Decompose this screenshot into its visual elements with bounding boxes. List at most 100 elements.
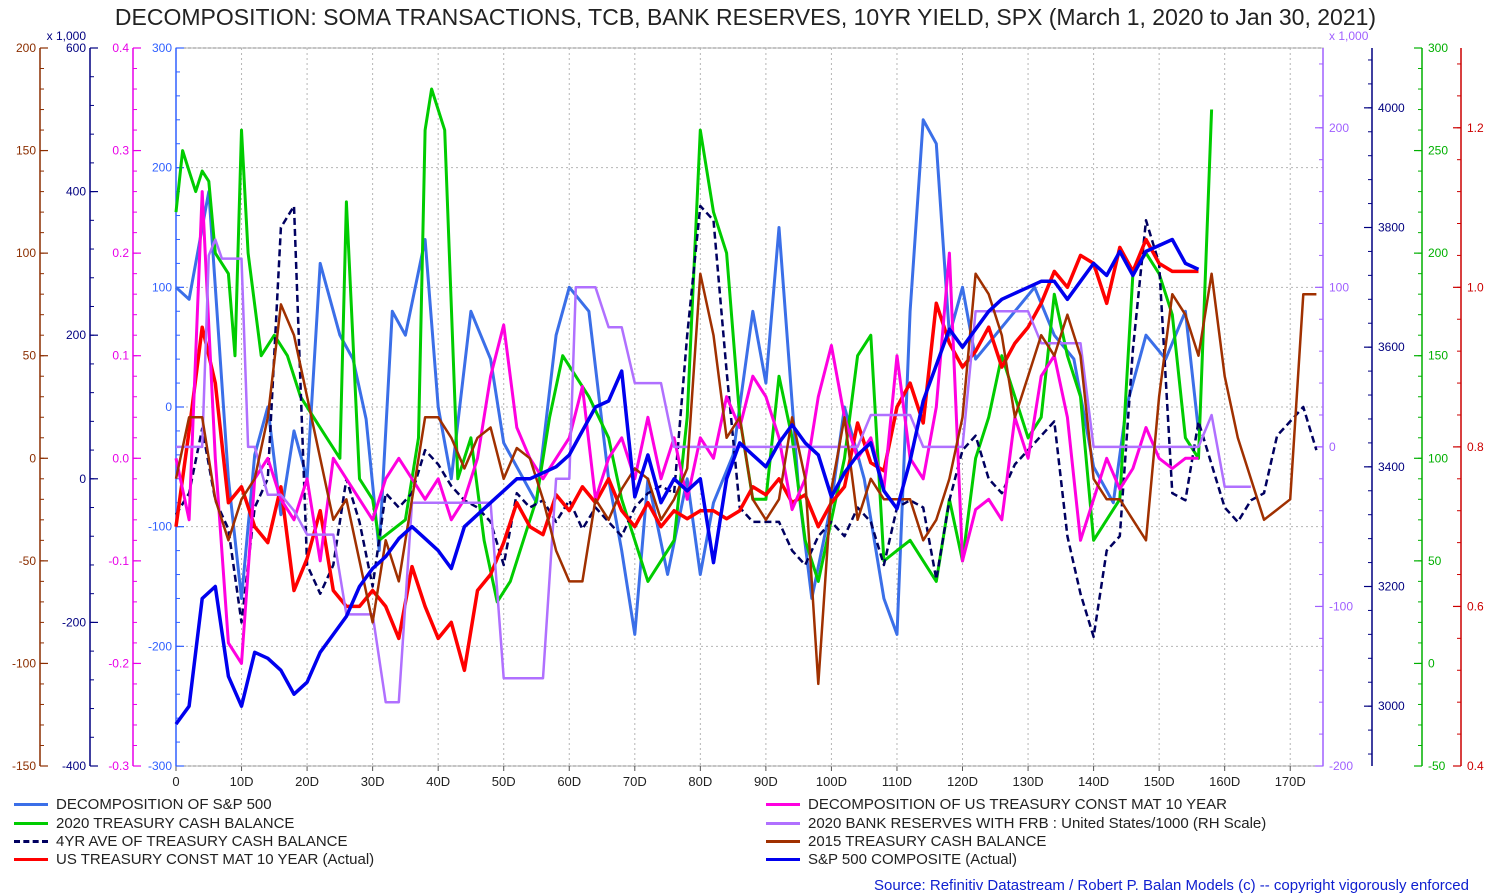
series-line (174, 272, 1317, 686)
axis-tick-label: 0 (29, 451, 36, 465)
source-note: Source: Refinitiv Datastream / Robert P.… (874, 877, 1469, 894)
axis-tick-label: 100 (1329, 280, 1349, 294)
x-tick-label: 70D (623, 774, 647, 789)
x-tick-label: 10D (230, 774, 254, 789)
legend-swatch (766, 840, 800, 843)
legend-swatch (14, 840, 48, 843)
axis-tick-label: 200 (66, 328, 86, 342)
axis-tick-label: 600 (66, 41, 86, 55)
x-tick-label: 60D (557, 774, 581, 789)
axis-tick-label: 0.6 (1467, 599, 1484, 613)
axis-tick-label: 1.0 (1467, 280, 1484, 294)
axis-tick-label: -400 (62, 759, 86, 773)
axis-tick-label: -150 (12, 759, 36, 773)
axis-tick-label: -200 (62, 615, 86, 629)
chart-plot: 0 10D 20D 30D 40D 50D 60D 70D 80D 90D 100D 110D 120D… (12, 29, 1484, 789)
legend-item: 2015 TREASURY CASH BALANCE (766, 833, 1046, 850)
axis-tick-label: 3000 (1378, 699, 1405, 713)
x-tick-label: 50D (492, 774, 516, 789)
axis-tick-label: -100 (148, 520, 172, 534)
axis-tick-label: 200 (1428, 246, 1448, 260)
axis-tick-label: -200 (1329, 759, 1353, 773)
x-tick-label: 100D (816, 774, 847, 789)
axis-tick-label: 0.4 (1467, 759, 1484, 773)
x-tick-label: 110D (882, 774, 912, 789)
x-tick-label: 150D (1144, 774, 1175, 789)
axis-tick-label: 50 (1428, 554, 1442, 568)
chart-title: DECOMPOSITION: SOMA TRANSACTIONS, TCB, B… (114, 4, 1377, 30)
x-tick-label: 170D (1275, 774, 1306, 789)
axis-tick-label: 0.8 (1467, 440, 1484, 454)
axis-tick-label: 3200 (1378, 580, 1405, 594)
legend-label: 4YR AVE OF TREASURY CASH BALANCE (56, 833, 348, 850)
x-tick-label: 120D (947, 774, 978, 789)
axis-tick-label: 150 (16, 144, 36, 158)
axis-tick-label: 150 (1428, 349, 1448, 363)
legend-label: S&P 500 COMPOSITE (Actual) (808, 851, 1017, 868)
axis-tick-label: 0.0 (112, 451, 129, 465)
x-tick-label: 0 (172, 774, 179, 789)
legend-swatch (14, 822, 48, 825)
axis-tick-label: -0.2 (108, 656, 129, 670)
axis-tick-label: 1.2 (1467, 121, 1484, 135)
series-line (174, 118, 1200, 636)
legend-swatch (766, 803, 800, 806)
legend-swatch (14, 858, 48, 861)
axis-tick-label: 4000 (1378, 101, 1405, 115)
axis-tick-label: 0.1 (112, 349, 129, 363)
x-tick-label: 130D (1013, 774, 1044, 789)
x-tick-label: 140D (1078, 774, 1109, 789)
axis-tick-label: 3800 (1378, 221, 1405, 235)
legend-item: US TREASURY CONST MAT 10 YEAR (Actual) (14, 851, 374, 868)
legend-label: DECOMPOSITION OF US TREASURY CONST MAT 1… (808, 796, 1227, 813)
series-line (174, 237, 1199, 673)
legend-label: 2020 TREASURY CASH BALANCE (56, 815, 295, 832)
legend-label: 2020 BANK RESERVES WITH FRB : United Sta… (808, 815, 1267, 832)
axis-tick-label: 0.2 (112, 246, 129, 260)
axis-tick-label: 100 (152, 280, 172, 294)
axis-tick-label: 250 (1428, 144, 1448, 158)
axis-tick-label: -0.1 (108, 554, 129, 568)
axis-tick-label: 100 (16, 246, 36, 260)
axis-tick-label: 0.3 (112, 144, 129, 158)
axis-tick-label: 300 (1428, 41, 1448, 55)
axis-tick-label: 0.4 (112, 41, 129, 55)
axis-tick-label: 200 (152, 161, 172, 175)
legend-label: DECOMPOSITION OF S&P 500 (56, 796, 272, 813)
axis-tick-label: 300 (152, 41, 172, 55)
axis-tick-label: 200 (16, 41, 36, 55)
x-tick-label: 30D (361, 774, 385, 789)
legend-swatch (766, 858, 800, 861)
x-tick-label: 90D (754, 774, 778, 789)
axis-tick-label: 3600 (1378, 340, 1405, 354)
x-tick-label: 160D (1209, 774, 1240, 789)
axis-tick-label: 0 (1428, 656, 1435, 670)
legend-item: 2020 TREASURY CASH BALANCE (14, 815, 294, 832)
axis-tick-label: -50 (19, 554, 37, 568)
legend-item: 4YR AVE OF TREASURY CASH BALANCE (14, 833, 348, 850)
axis-tick-label: 100 (1428, 451, 1448, 465)
axis-tick-label: 50 (23, 349, 37, 363)
axis-tick-label: -100 (1329, 599, 1353, 613)
axis-unit-label: x 1,000 (47, 29, 87, 43)
series-line (174, 190, 1199, 665)
legend-swatch (766, 822, 800, 825)
legend-label: US TREASURY CONST MAT 10 YEAR (Actual) (56, 851, 375, 868)
axis-tick-label: -200 (148, 639, 172, 653)
series-line (174, 204, 1318, 639)
legend-item: DECOMPOSITION OF S&P 500 (14, 796, 272, 813)
axis-tick-label: 3400 (1378, 460, 1405, 474)
axis-tick-label: -0.3 (108, 759, 129, 773)
axis-tick-label: -300 (148, 759, 172, 773)
plot-frame (175, 47, 1324, 767)
axis-tick-label: 0 (79, 472, 86, 486)
series-line (174, 237, 1200, 726)
legend-item: DECOMPOSITION OF US TREASURY CONST MAT 1… (766, 796, 1227, 813)
axis-tick-label: 0 (1329, 440, 1336, 454)
axis-tick-label: 0 (165, 400, 172, 414)
legend-item: 2020 BANK RESERVES WITH FRB : United Sta… (766, 815, 1266, 832)
x-tick-label: 80D (688, 774, 712, 789)
legend-label: 2015 TREASURY CASH BALANCE (808, 833, 1047, 850)
axis-unit-label: x 1,000 (1329, 29, 1369, 43)
legend-item: S&P 500 COMPOSITE (Actual) (766, 851, 1017, 868)
